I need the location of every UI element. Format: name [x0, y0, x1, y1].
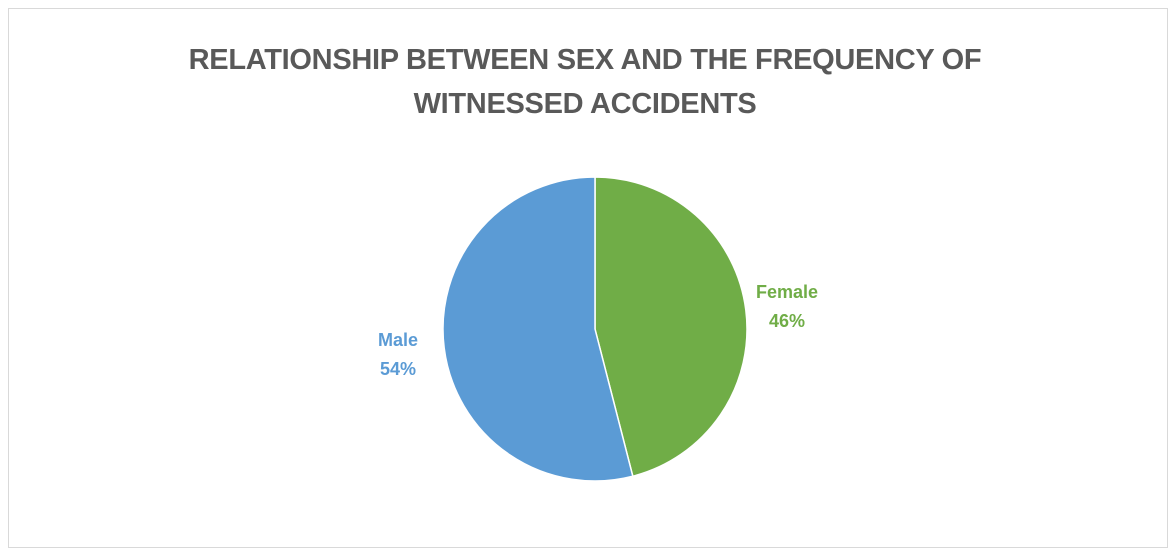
- pie-slices: [442, 176, 748, 482]
- chart-title-line-2: WITNESSED ACCIDENTS: [413, 88, 757, 120]
- pie-slice-female: [594, 176, 748, 478]
- slice-label-female: Female 46%: [756, 282, 818, 331]
- slice-name-female: Female: [756, 282, 818, 302]
- slice-labels: Female 46% Male 54%: [378, 282, 818, 379]
- slice-name-male: Male: [378, 330, 418, 350]
- chart-title: RELATIONSHIP BETWEEN SEX AND THE FREQUEN…: [0, 38, 1170, 126]
- slice-label-male: Male 54%: [378, 330, 418, 379]
- slice-percent-female: 46%: [769, 311, 805, 331]
- pie-slice-male: [442, 176, 634, 482]
- slice-percent-male: 54%: [380, 359, 416, 379]
- pie-chart: Female 46% Male 54%: [378, 176, 818, 482]
- chart-title-line-1: RELATIONSHIP BETWEEN SEX AND THE FREQUEN…: [188, 44, 982, 76]
